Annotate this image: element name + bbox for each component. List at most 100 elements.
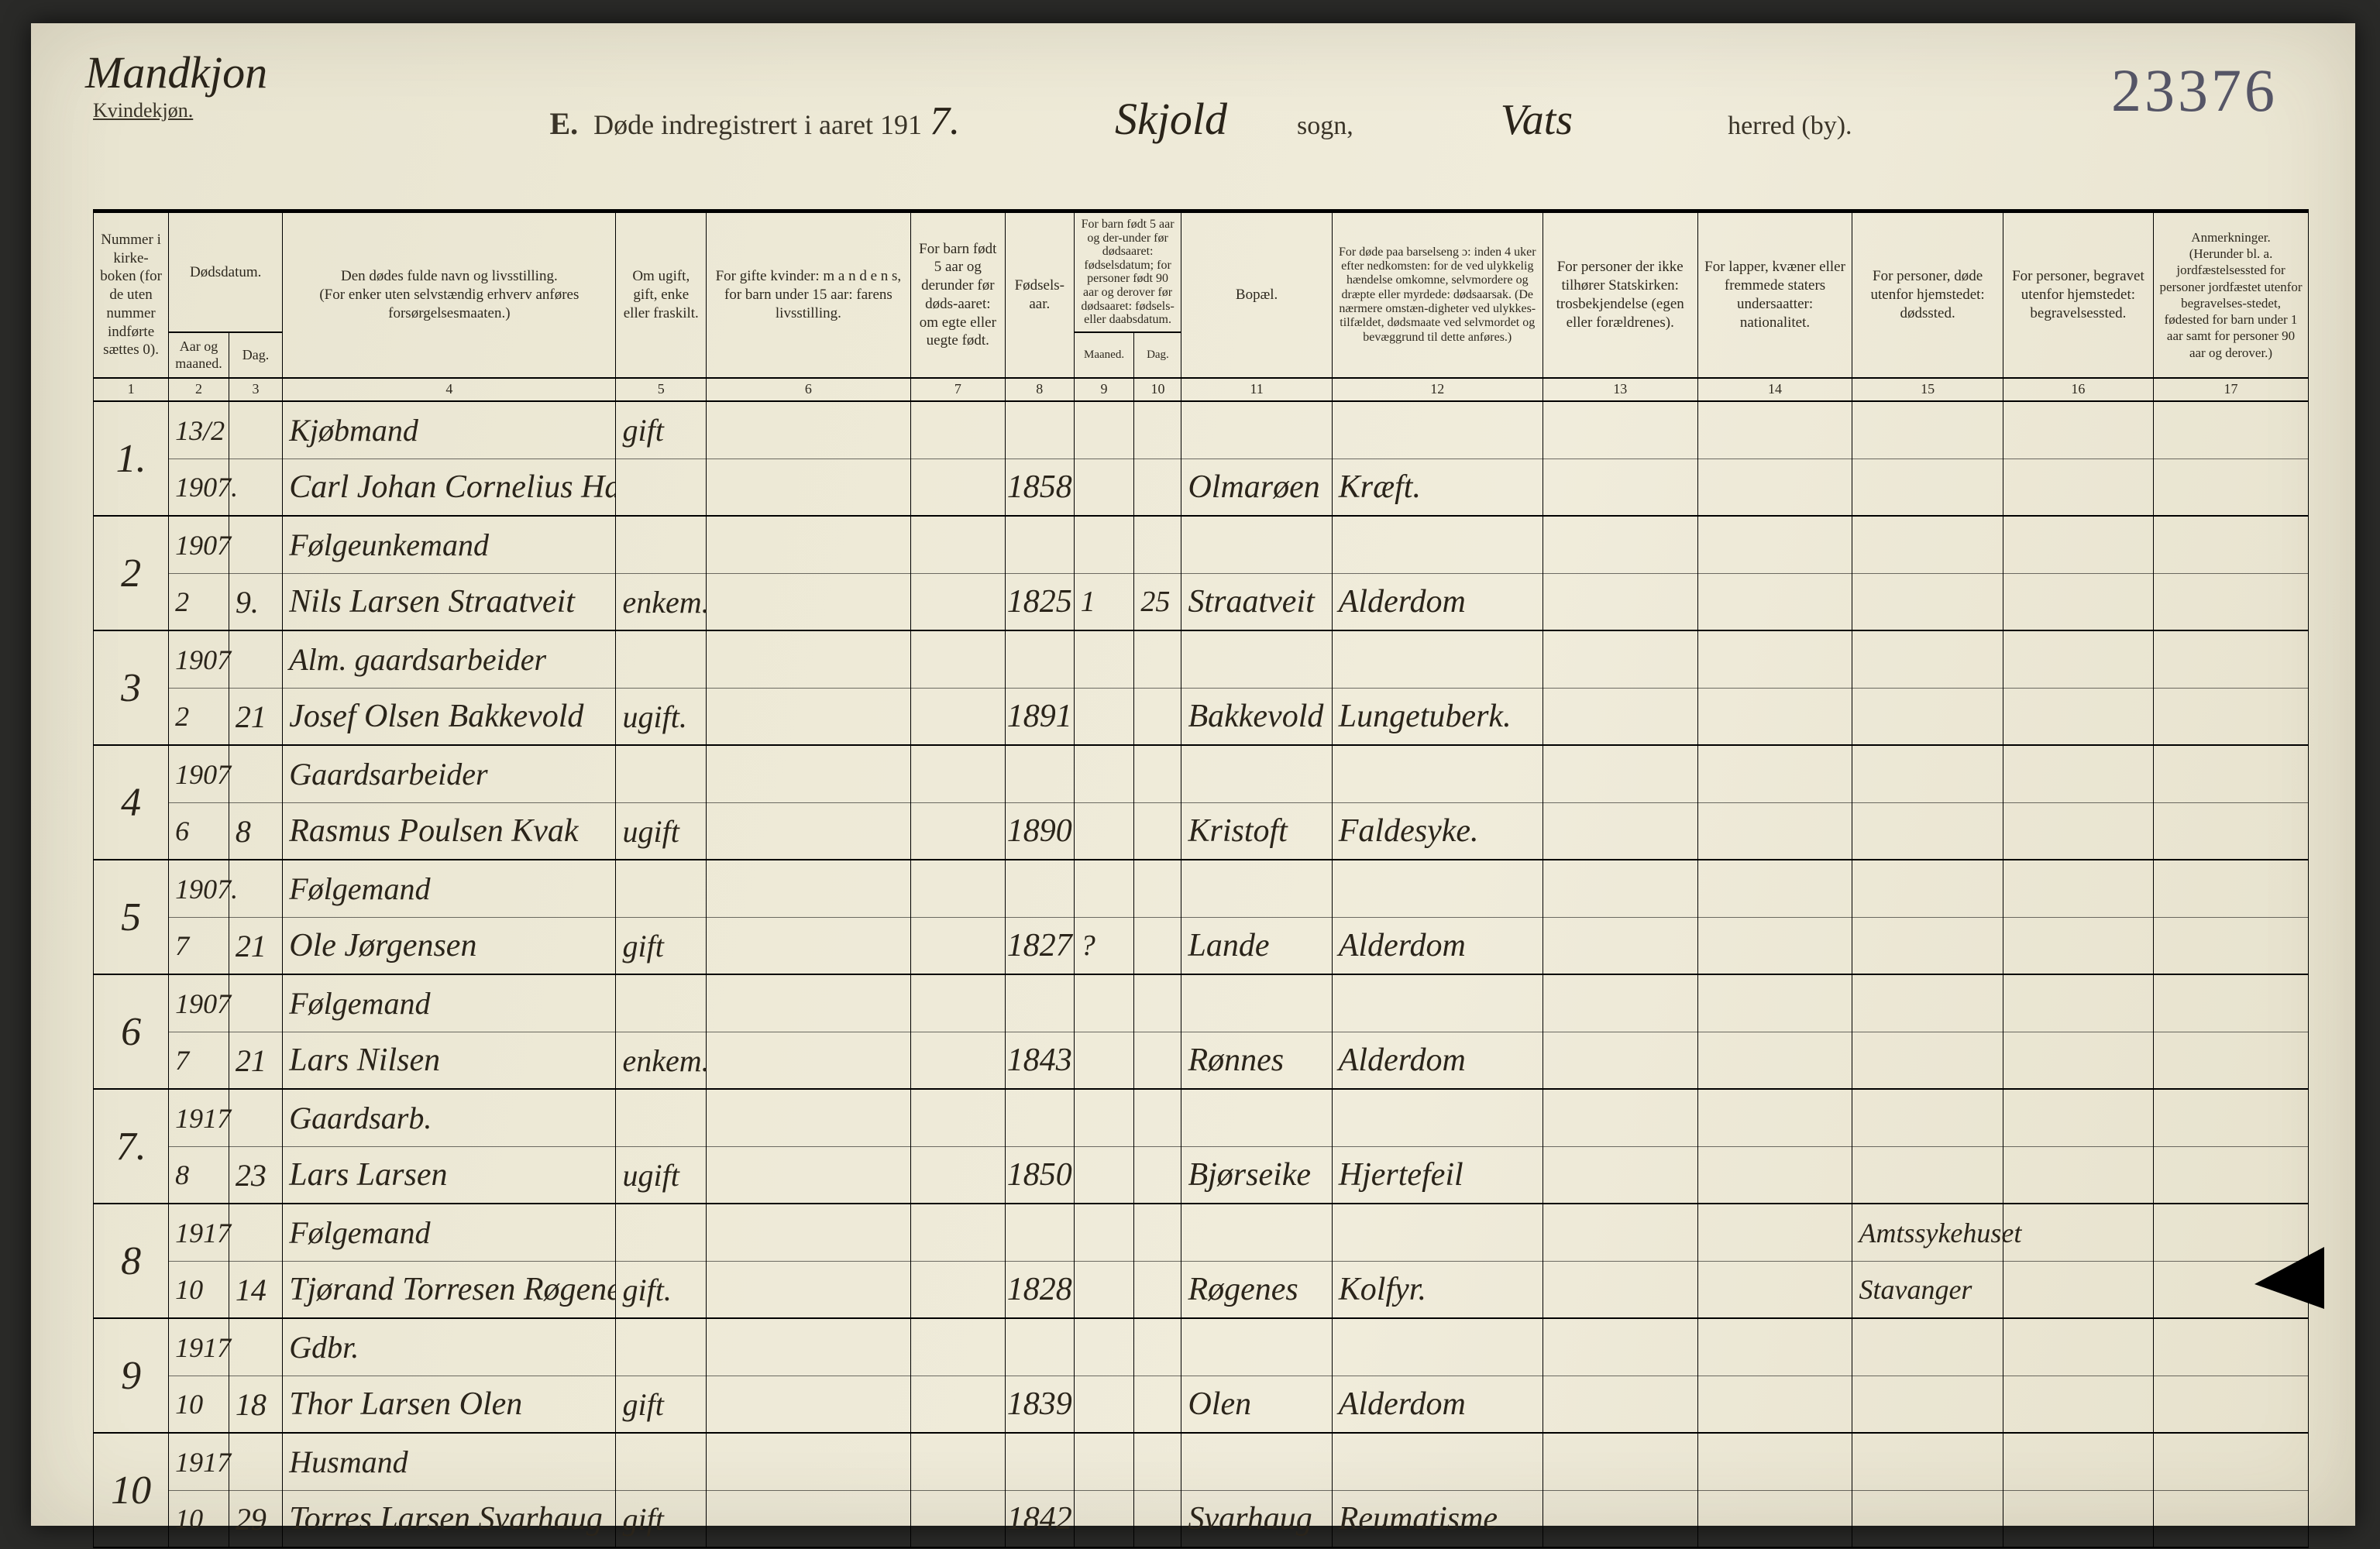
cell-line xyxy=(1543,1491,1697,1547)
cell: ? xyxy=(1074,860,1134,974)
cell xyxy=(1697,1433,1852,1547)
cell-line xyxy=(1006,746,1074,803)
cell-line: 1907 xyxy=(169,631,229,689)
cell-line: 1858 xyxy=(1006,459,1074,516)
cell-line xyxy=(1852,1319,2002,1376)
cell-line: Carl Johan Cornelius Hatteland xyxy=(283,459,615,516)
cell xyxy=(1074,401,1134,516)
cell: 29 xyxy=(229,1433,282,1547)
cell-line xyxy=(911,517,1005,574)
cell xyxy=(1852,860,2003,974)
cell-line xyxy=(1333,746,1543,803)
colnum-9: 9 xyxy=(1074,378,1134,402)
cell-line xyxy=(707,517,910,574)
col-header-7: For barn født 5 aar og derunder før døds… xyxy=(910,212,1005,378)
cell-line xyxy=(616,517,706,574)
cell-line xyxy=(1075,1319,1134,1376)
cell xyxy=(707,1089,911,1204)
cell xyxy=(1074,630,1134,745)
cell-line xyxy=(1698,402,1852,459)
cell-line: Bjørseike xyxy=(1181,1147,1331,1204)
cell-line xyxy=(2003,860,2153,918)
cell-line xyxy=(911,459,1005,516)
cell-line: 9. xyxy=(229,574,282,630)
cell-line xyxy=(2154,1147,2308,1204)
cell-line xyxy=(911,746,1005,803)
cell-line: Alm. gaardsarbeider xyxy=(283,631,615,689)
cell xyxy=(1852,974,2003,1089)
cell-line xyxy=(911,1262,1005,1318)
cell-line: 10 xyxy=(169,1491,229,1547)
cell-line xyxy=(616,746,706,803)
cell-line xyxy=(1852,1090,2002,1147)
cell-line: 23 xyxy=(229,1147,282,1204)
cell-line xyxy=(229,1204,282,1262)
cell xyxy=(1543,745,1697,860)
cell-line xyxy=(2003,1204,2153,1262)
col-header-3-sub: Dag. xyxy=(229,332,282,378)
table-row: 1019171029HusmandTorres Larsen Svarhaugg… xyxy=(94,1433,2309,1547)
cell-line xyxy=(1698,918,1852,974)
cell-line xyxy=(616,1204,706,1262)
cell-line xyxy=(1543,1147,1697,1204)
herred-hw: Vats xyxy=(1501,95,1573,145)
cell-line xyxy=(1698,459,1852,516)
cell-line xyxy=(707,1090,910,1147)
cell-line: 1907 xyxy=(169,517,229,574)
cell-line: Gaardsarbeider xyxy=(283,746,615,803)
colnum-6: 6 xyxy=(707,378,911,402)
cell: 1828 xyxy=(1005,1204,1074,1318)
cell-line: 1825 xyxy=(1006,574,1074,630)
cell xyxy=(1543,401,1697,516)
cell-line xyxy=(1543,746,1697,803)
cell: AmtssykehusetStavanger xyxy=(1852,1204,2003,1318)
cell: 1850 xyxy=(1005,1089,1074,1204)
cell-line xyxy=(1134,918,1181,974)
cell-line xyxy=(229,1090,282,1147)
cell xyxy=(2003,401,2153,516)
cell-line: gift xyxy=(616,1491,706,1547)
cell xyxy=(1134,1433,1181,1547)
cell-line xyxy=(2154,1434,2308,1491)
cell-line xyxy=(1852,860,2002,918)
cell: 21 xyxy=(229,860,282,974)
cell xyxy=(1134,745,1181,860)
cell xyxy=(707,860,911,974)
cell-line xyxy=(707,975,910,1032)
cell-line xyxy=(2154,860,2308,918)
cell-line xyxy=(1543,1090,1697,1147)
cell: 9. xyxy=(229,516,282,630)
cell xyxy=(910,1089,1005,1204)
cell xyxy=(910,630,1005,745)
cell-line: 1907. xyxy=(169,860,229,918)
cell-line xyxy=(229,1319,282,1376)
cell-line xyxy=(1333,975,1543,1032)
cell-line xyxy=(1075,631,1134,689)
cell-line: 25 xyxy=(1134,574,1181,630)
cell-line xyxy=(1075,1204,1134,1262)
cell-line: Alderdom xyxy=(1333,574,1543,630)
cell: HusmandTorres Larsen Svarhaug xyxy=(283,1433,616,1547)
cell-line: 2 xyxy=(169,574,229,630)
cell-line xyxy=(2003,459,2153,516)
cell-line: Lars Nilsen xyxy=(283,1032,615,1089)
cell-line: ? xyxy=(1075,918,1134,974)
cell-line xyxy=(1852,1376,2002,1433)
cell xyxy=(2003,860,2153,974)
cell-line xyxy=(1698,746,1852,803)
cell: FølgemandLars Nilsen xyxy=(283,974,616,1089)
cell-line xyxy=(1543,689,1697,745)
cell-line xyxy=(707,1319,910,1376)
cell-line xyxy=(1075,803,1134,860)
cell-line: Lande xyxy=(1181,918,1331,974)
cell: 21 xyxy=(229,974,282,1089)
page-number-hw: 23376 xyxy=(2111,56,2278,125)
cell-line xyxy=(2154,1090,2308,1147)
cell-line: 21 xyxy=(229,1032,282,1089)
cell-line: Svarhaug xyxy=(1181,1491,1331,1547)
cell xyxy=(2003,974,2153,1089)
cell-line xyxy=(911,918,1005,974)
cell: Olen xyxy=(1181,1318,1332,1433)
cell-line xyxy=(1543,1376,1697,1433)
cell-line: Gaardsarb. xyxy=(283,1090,615,1147)
